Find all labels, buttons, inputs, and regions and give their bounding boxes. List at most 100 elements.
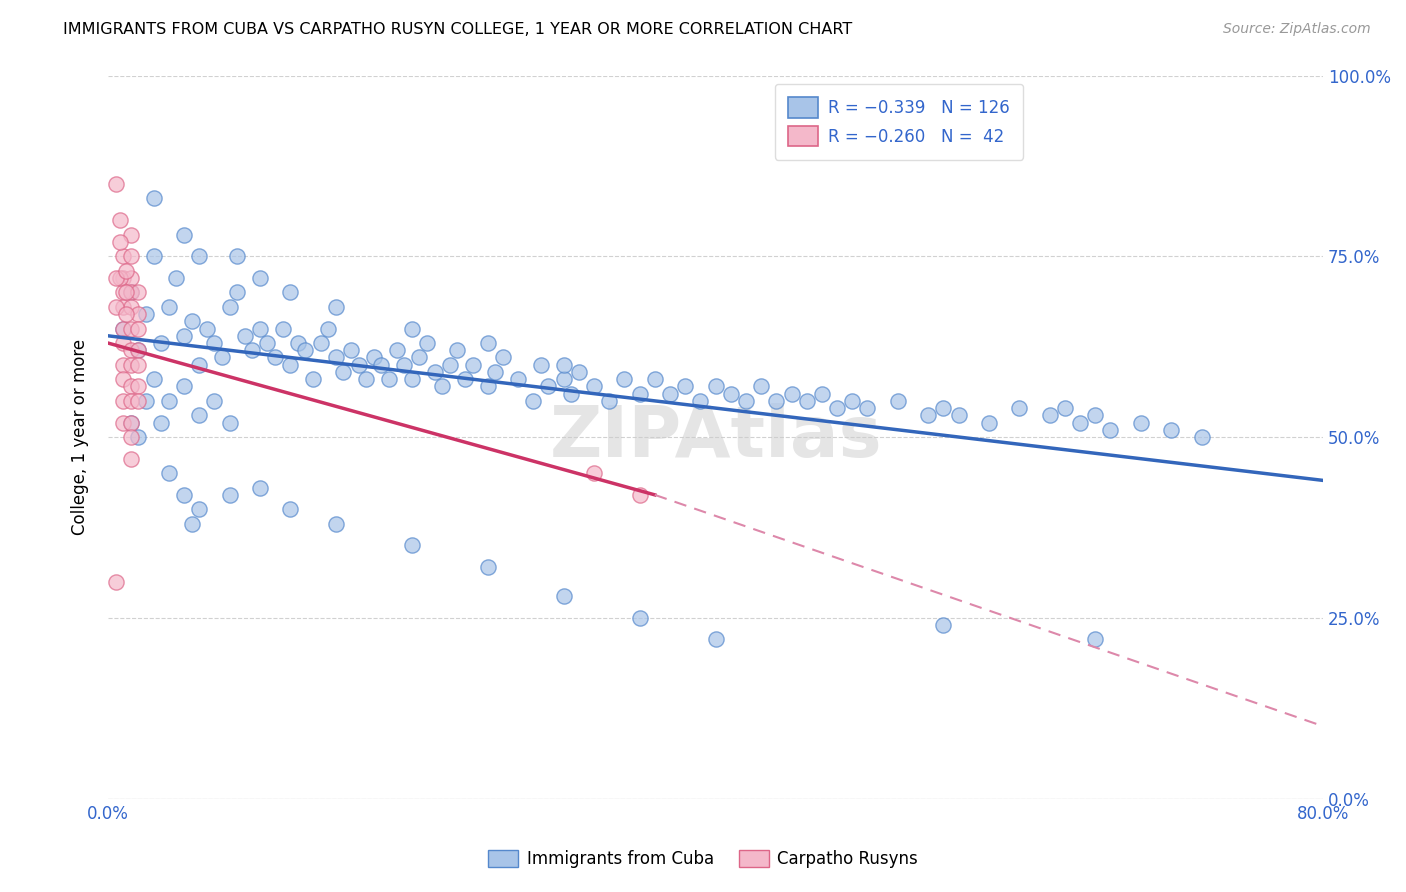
Point xyxy=(568,365,591,379)
Point xyxy=(173,488,195,502)
Point xyxy=(325,516,347,531)
Point xyxy=(583,466,606,480)
Legend: Immigrants from Cuba, Carpatho Rusyns: Immigrants from Cuba, Carpatho Rusyns xyxy=(482,843,924,875)
Point xyxy=(188,249,211,263)
Point xyxy=(120,358,142,372)
Point xyxy=(120,430,142,444)
Point xyxy=(240,343,263,358)
Point xyxy=(142,249,165,263)
Point xyxy=(120,416,142,430)
Point xyxy=(120,285,142,300)
Point xyxy=(332,365,354,379)
Point xyxy=(256,336,278,351)
Point xyxy=(112,321,135,335)
Point xyxy=(294,343,316,358)
Point xyxy=(249,271,271,285)
Point xyxy=(644,372,666,386)
Text: IMMIGRANTS FROM CUBA VS CARPATHO RUSYN COLLEGE, 1 YEAR OR MORE CORRELATION CHART: IMMIGRANTS FROM CUBA VS CARPATHO RUSYN C… xyxy=(63,22,852,37)
Point xyxy=(104,300,127,314)
Point xyxy=(108,213,131,227)
Point xyxy=(188,358,211,372)
Point xyxy=(887,393,910,408)
Point xyxy=(811,386,834,401)
Point xyxy=(553,589,575,603)
Point xyxy=(530,358,553,372)
Point xyxy=(537,379,560,393)
Point xyxy=(112,271,135,285)
Point xyxy=(689,393,711,408)
Point xyxy=(120,285,142,300)
Point xyxy=(484,365,506,379)
Point xyxy=(157,466,180,480)
Point xyxy=(932,618,955,632)
Point xyxy=(180,314,202,328)
Point xyxy=(347,358,370,372)
Point xyxy=(1039,409,1062,423)
Point xyxy=(112,416,135,430)
Point xyxy=(977,416,1000,430)
Point xyxy=(115,264,138,278)
Point xyxy=(1084,632,1107,647)
Point xyxy=(477,336,499,351)
Point xyxy=(553,358,575,372)
Point xyxy=(112,336,135,351)
Point xyxy=(461,358,484,372)
Point xyxy=(112,321,135,335)
Point xyxy=(135,393,157,408)
Point xyxy=(628,611,651,625)
Point xyxy=(142,191,165,205)
Point xyxy=(264,351,287,365)
Point xyxy=(120,451,142,466)
Point xyxy=(340,343,363,358)
Point xyxy=(704,632,727,647)
Point xyxy=(104,177,127,191)
Point xyxy=(173,227,195,242)
Point xyxy=(150,416,173,430)
Point xyxy=(226,285,249,300)
Point xyxy=(127,358,149,372)
Point xyxy=(720,386,742,401)
Point xyxy=(917,409,939,423)
Point xyxy=(385,343,408,358)
Point xyxy=(278,502,301,516)
Point xyxy=(233,328,256,343)
Point xyxy=(477,560,499,574)
Point xyxy=(188,409,211,423)
Point xyxy=(202,336,225,351)
Point xyxy=(120,271,142,285)
Point xyxy=(477,379,499,393)
Point xyxy=(127,321,149,335)
Point xyxy=(278,358,301,372)
Point xyxy=(211,351,233,365)
Point xyxy=(249,321,271,335)
Point xyxy=(127,393,149,408)
Point xyxy=(108,235,131,249)
Point xyxy=(112,372,135,386)
Point xyxy=(150,336,173,351)
Point xyxy=(112,249,135,263)
Point xyxy=(401,321,423,335)
Y-axis label: College, 1 year or more: College, 1 year or more xyxy=(72,339,89,535)
Point xyxy=(325,351,347,365)
Point xyxy=(127,285,149,300)
Point xyxy=(1069,416,1091,430)
Point xyxy=(112,393,135,408)
Point xyxy=(628,386,651,401)
Point xyxy=(659,386,682,401)
Point xyxy=(1099,423,1122,437)
Point xyxy=(1129,416,1152,430)
Point xyxy=(841,393,863,408)
Point xyxy=(127,343,149,358)
Point xyxy=(157,300,180,314)
Point xyxy=(628,488,651,502)
Point xyxy=(287,336,309,351)
Point xyxy=(454,372,477,386)
Legend: R = −0.339   N = 126, R = −0.260   N =  42: R = −0.339 N = 126, R = −0.260 N = 42 xyxy=(775,84,1024,160)
Point xyxy=(1008,401,1031,416)
Point xyxy=(120,321,142,335)
Point xyxy=(735,393,758,408)
Point xyxy=(613,372,636,386)
Point xyxy=(430,379,453,393)
Point xyxy=(416,336,439,351)
Point xyxy=(112,285,135,300)
